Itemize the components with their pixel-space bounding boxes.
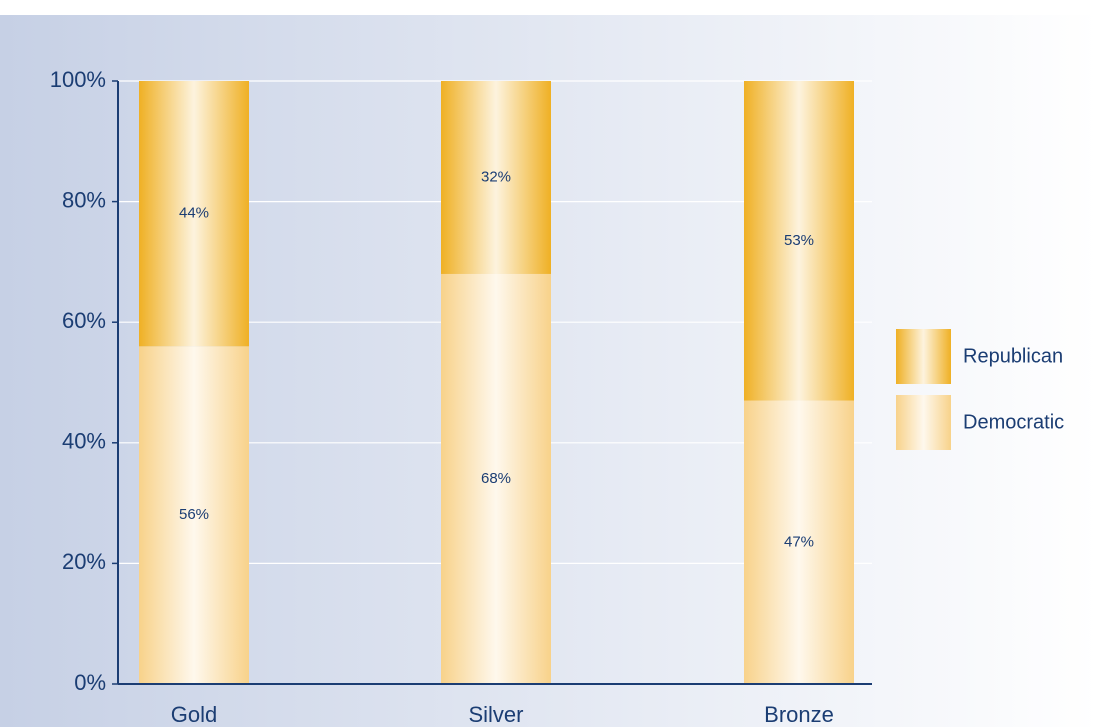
bar-segment — [744, 81, 854, 401]
bar-segment — [139, 346, 249, 684]
x-tick-label: Silver — [468, 702, 523, 727]
value-label: 53% — [784, 232, 814, 249]
legend-label: Republican — [963, 345, 1063, 367]
value-label: 47% — [784, 533, 814, 550]
legend-label: Democratic — [963, 411, 1064, 433]
value-label: 56% — [179, 506, 209, 523]
y-tick-label: 40% — [62, 429, 106, 454]
bar-segment — [744, 400, 854, 684]
x-tick-label: Bronze — [764, 702, 834, 727]
bar-segment — [139, 81, 249, 347]
bar-segment — [441, 273, 551, 684]
legend-swatch — [896, 329, 951, 384]
value-label: 44% — [179, 205, 209, 222]
y-tick-label: 60% — [62, 308, 106, 333]
value-label: 68% — [481, 470, 511, 487]
value-label: 32% — [481, 168, 511, 185]
y-tick-label: 100% — [50, 67, 106, 92]
y-tick-label: 80% — [62, 187, 106, 212]
bar-segment — [441, 81, 551, 274]
legend-swatch — [896, 395, 951, 450]
y-tick-label: 20% — [62, 549, 106, 574]
x-tick-label: Gold — [171, 702, 217, 727]
y-tick-label: 0% — [74, 670, 106, 695]
